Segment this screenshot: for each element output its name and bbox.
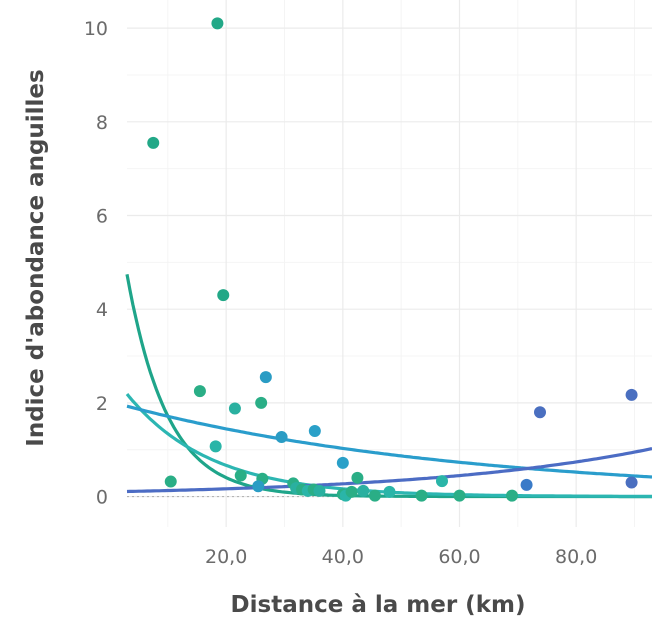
x-tick-label: 60,0 <box>438 546 480 568</box>
fitted-curve-4 <box>126 447 652 494</box>
data-point <box>209 440 222 453</box>
data-point <box>436 475 448 488</box>
data-point <box>259 371 272 384</box>
y-tick-label: 8 <box>96 112 108 134</box>
x-tick-label: 20,0 <box>205 546 247 568</box>
data-point <box>351 471 364 484</box>
data-point <box>357 484 370 497</box>
x-axis-title: Distance à la mer (km) <box>231 592 526 618</box>
data-point <box>520 478 533 491</box>
y-axis-title: Indice d'abondance anguilles <box>23 69 49 446</box>
data-point <box>308 424 321 437</box>
data-point <box>625 388 638 401</box>
data-points <box>147 17 638 502</box>
data-point <box>193 385 206 398</box>
y-tick-label: 6 <box>96 205 108 227</box>
data-point <box>252 480 265 493</box>
data-point <box>506 489 518 502</box>
y-tick-label: 4 <box>96 299 108 321</box>
y-axis-ticks: 0 2 4 6 8 10 <box>84 18 108 508</box>
chart-grid <box>127 0 652 527</box>
y-tick-label: 0 <box>96 487 108 509</box>
x-tick-label: 40,0 <box>322 546 364 568</box>
data-point <box>383 485 396 498</box>
data-point <box>313 484 326 497</box>
y-tick-label: 2 <box>96 393 108 415</box>
data-point <box>228 402 241 415</box>
x-tick-label: 80,0 <box>555 546 597 568</box>
data-point <box>368 489 381 502</box>
data-point <box>147 136 160 149</box>
data-point <box>164 475 177 488</box>
y-tick-label: 10 <box>84 18 108 40</box>
data-point <box>625 476 638 489</box>
data-point <box>255 396 268 409</box>
data-point <box>234 469 247 482</box>
data-point <box>211 17 224 30</box>
data-point <box>275 431 288 444</box>
data-point <box>534 406 546 419</box>
data-point <box>217 289 230 302</box>
fitted-curves <box>125 274 652 499</box>
data-point <box>453 489 466 502</box>
data-point <box>345 485 358 498</box>
data-point <box>415 489 428 502</box>
x-axis-ticks: 20,0 40,0 60,0 80,0 <box>205 546 597 568</box>
fitted-curve-3 <box>126 404 652 479</box>
data-point <box>336 456 349 469</box>
